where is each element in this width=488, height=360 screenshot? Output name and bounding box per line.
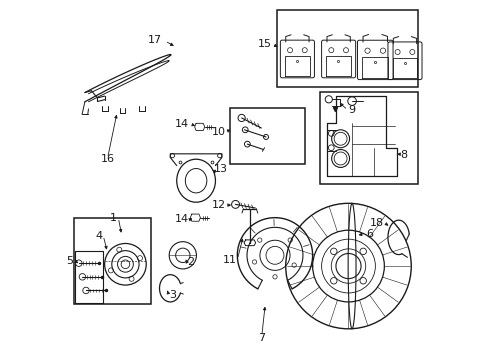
Bar xyxy=(74,218,151,304)
Text: 9: 9 xyxy=(348,105,355,115)
Text: 8: 8 xyxy=(400,150,407,160)
Text: 6: 6 xyxy=(366,229,373,239)
Circle shape xyxy=(330,278,336,284)
Text: 15: 15 xyxy=(257,39,271,49)
Text: 17: 17 xyxy=(147,35,162,45)
Bar xyxy=(276,10,418,87)
Text: 12: 12 xyxy=(211,200,225,210)
Text: 4: 4 xyxy=(96,231,102,240)
Bar xyxy=(230,108,305,164)
Text: 2: 2 xyxy=(187,257,194,267)
Text: 1: 1 xyxy=(110,213,117,222)
Text: 14: 14 xyxy=(174,120,188,129)
Circle shape xyxy=(330,248,336,255)
Text: 5: 5 xyxy=(66,256,73,266)
Text: 3: 3 xyxy=(169,290,176,300)
Text: 18: 18 xyxy=(369,218,383,228)
Text: 11: 11 xyxy=(222,255,236,265)
Circle shape xyxy=(359,248,366,255)
Text: 10: 10 xyxy=(211,127,225,136)
Text: 13: 13 xyxy=(214,164,227,174)
Text: 14: 14 xyxy=(174,215,188,224)
Bar xyxy=(75,251,103,303)
Bar xyxy=(319,92,418,184)
Text: 16: 16 xyxy=(101,154,114,164)
Text: 7: 7 xyxy=(258,333,264,343)
Circle shape xyxy=(359,278,366,284)
